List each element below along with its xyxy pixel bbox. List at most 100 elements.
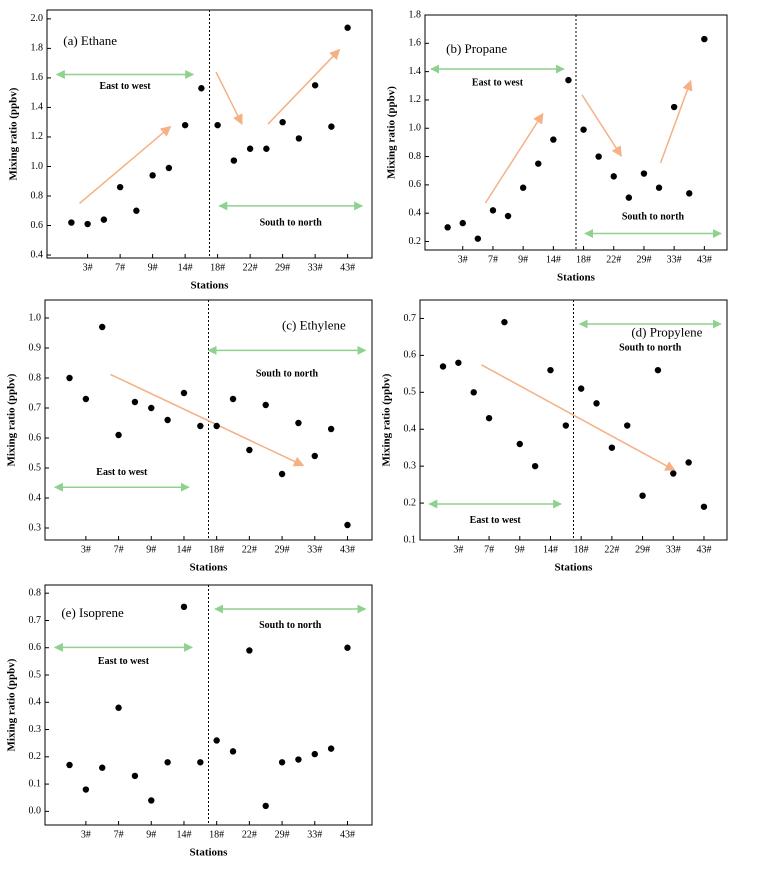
point xyxy=(214,121,221,129)
x-axis-label: Stations xyxy=(190,847,229,859)
point xyxy=(655,184,663,191)
direction-label: South to north xyxy=(619,342,682,353)
point xyxy=(344,521,351,529)
point xyxy=(148,404,155,412)
x-tick-label: 9# xyxy=(515,544,525,555)
point xyxy=(625,194,633,201)
point xyxy=(246,647,253,654)
x-tick-label: 9# xyxy=(146,544,156,555)
y-tick-label: 0.7 xyxy=(29,615,42,626)
x-tick-label: 14# xyxy=(178,262,193,273)
point xyxy=(700,503,708,510)
panel-title: (d) Propylene xyxy=(631,325,702,340)
point xyxy=(327,745,335,752)
x-tick-label: 9# xyxy=(148,262,158,273)
point xyxy=(686,190,693,197)
direction-label: East to west xyxy=(98,656,150,667)
x-tick-label: 18# xyxy=(210,262,225,273)
point xyxy=(246,446,253,454)
point xyxy=(246,145,254,152)
direction-label: East to west xyxy=(470,515,522,526)
x-tick-label: 7# xyxy=(114,829,124,840)
x-tick-label: 9# xyxy=(146,829,156,840)
y-tick-label: 1.8 xyxy=(409,9,422,20)
point xyxy=(165,164,173,172)
x-tick-label: 29# xyxy=(275,262,290,273)
direction-label: South to north xyxy=(622,211,685,222)
y-tick-label: 1.0 xyxy=(409,123,422,134)
point xyxy=(593,400,600,407)
y-tick-label: 0.2 xyxy=(404,497,417,508)
x-axis-label: Stations xyxy=(555,562,594,574)
point xyxy=(213,737,220,744)
x-tick-label: 33# xyxy=(307,829,322,840)
point xyxy=(68,219,75,226)
y-tick-label: 0.8 xyxy=(31,190,44,201)
y-tick-label: 0.6 xyxy=(29,432,42,443)
x-tick-label: 22# xyxy=(242,829,257,840)
x-tick-label: 14# xyxy=(543,544,558,555)
y-tick-label: 0.4 xyxy=(29,492,42,503)
point xyxy=(229,748,237,755)
y-tick-label: 0.2 xyxy=(409,236,422,247)
y-axis-label: Mixing ratio (ppbv) xyxy=(6,658,18,751)
x-tick-label: 3# xyxy=(453,544,463,555)
point xyxy=(180,389,188,397)
point xyxy=(701,35,708,43)
point xyxy=(444,224,451,231)
point xyxy=(278,759,286,766)
y-tick-label: 0.3 xyxy=(29,522,42,533)
trend-arrow xyxy=(110,373,305,467)
trend-arrow xyxy=(267,48,341,125)
x-tick-label: 9# xyxy=(518,254,528,265)
point xyxy=(180,603,188,611)
y-tick-label: 0.6 xyxy=(409,179,422,190)
y-tick-label: 0.4 xyxy=(404,424,417,435)
y-tick-label: 1.0 xyxy=(29,312,42,323)
x-tick-label: 33# xyxy=(308,262,323,273)
trend-arrow xyxy=(484,112,544,204)
x-tick-label: 43# xyxy=(340,262,355,273)
point xyxy=(328,123,335,130)
y-tick-label: 0.1 xyxy=(29,778,42,789)
y-tick-label: 0.4 xyxy=(31,249,44,260)
y-tick-label: 0.7 xyxy=(404,313,417,324)
direction-label: South to north xyxy=(260,218,323,229)
point xyxy=(608,444,616,451)
y-tick-label: 0.4 xyxy=(29,697,42,708)
y-tick-label: 0.8 xyxy=(409,151,422,162)
x-tick-label: 14# xyxy=(546,254,561,265)
y-tick-label: 0.3 xyxy=(29,724,42,735)
point xyxy=(624,422,631,429)
y-tick-label: 0.6 xyxy=(29,642,42,653)
point xyxy=(230,157,238,164)
point xyxy=(149,172,156,179)
point xyxy=(577,385,585,392)
point xyxy=(82,786,90,793)
x-axis-label: Stations xyxy=(557,272,596,284)
point xyxy=(485,414,493,422)
panel-title: (a) Ethane xyxy=(63,33,117,48)
point xyxy=(229,395,237,403)
x-tick-label: 33# xyxy=(667,254,682,265)
x-tick-label: 14# xyxy=(176,829,191,840)
point xyxy=(311,750,318,758)
point xyxy=(197,759,204,766)
y-tick-label: 0.5 xyxy=(29,669,42,680)
y-tick-label: 1.4 xyxy=(31,102,44,113)
x-tick-label: 43# xyxy=(340,829,355,840)
x-tick-label: 33# xyxy=(666,544,681,555)
x-tick-label: 18# xyxy=(209,829,224,840)
point xyxy=(565,76,572,84)
point xyxy=(311,452,318,460)
point xyxy=(670,470,677,477)
point xyxy=(131,772,139,780)
panel-title: (b) Propane xyxy=(446,41,507,56)
x-tick-label: 43# xyxy=(340,544,355,555)
trend-arrow xyxy=(481,364,676,472)
point xyxy=(198,85,205,92)
point xyxy=(115,431,122,439)
point xyxy=(66,374,73,382)
y-axis-label: Mixing ratio (ppbv) xyxy=(381,373,393,466)
